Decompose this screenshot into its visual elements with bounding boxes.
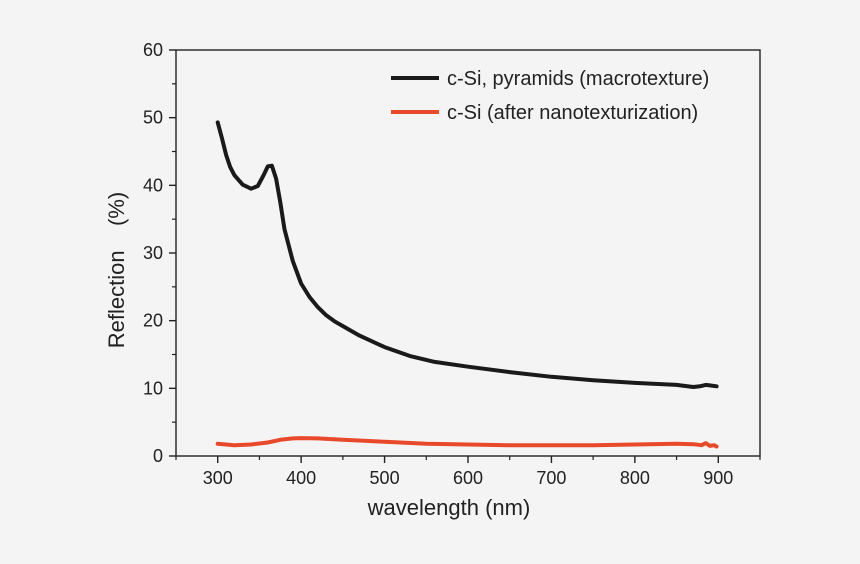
plot-area: [175, 49, 761, 457]
series-lines: [215, 120, 719, 449]
y-tick-label: 60: [143, 40, 163, 60]
y-tick-label: 30: [143, 243, 163, 263]
legend-label-nanotexture: c-Si (after nanotexturization): [447, 102, 698, 124]
y-tick-label: 50: [143, 108, 163, 128]
x-tick-label: 300: [203, 468, 233, 488]
x-tick-label: 900: [703, 468, 733, 488]
axis-tick-labels: 300 400 500 600 700 800 900 0 10 20 30 40 50 60: [143, 40, 733, 488]
x-tick-label: 500: [370, 468, 400, 488]
x-tick-label: 700: [536, 468, 566, 488]
y-tick-label: 20: [143, 311, 163, 331]
x-axis-title: wavelength (nm): [367, 495, 531, 520]
y-axis-title: Reflection (%): [104, 192, 129, 349]
legend-label-macrotexture: c-Si, pyramids (macrotexture): [447, 68, 709, 90]
series-line-nanotexture: [215, 436, 719, 449]
legend: c-Si, pyramids (macrotexture) c-Si (afte…: [391, 68, 709, 124]
y-tick-label: 40: [143, 175, 163, 195]
y-tick-label: 0: [153, 446, 163, 466]
axis-ticks: [169, 49, 761, 463]
x-tick-label: 800: [620, 468, 650, 488]
series-line-macrotexture: [215, 120, 719, 389]
x-tick-label: 400: [286, 468, 316, 488]
x-tick-label: 600: [453, 468, 483, 488]
y-tick-label: 10: [143, 378, 163, 398]
